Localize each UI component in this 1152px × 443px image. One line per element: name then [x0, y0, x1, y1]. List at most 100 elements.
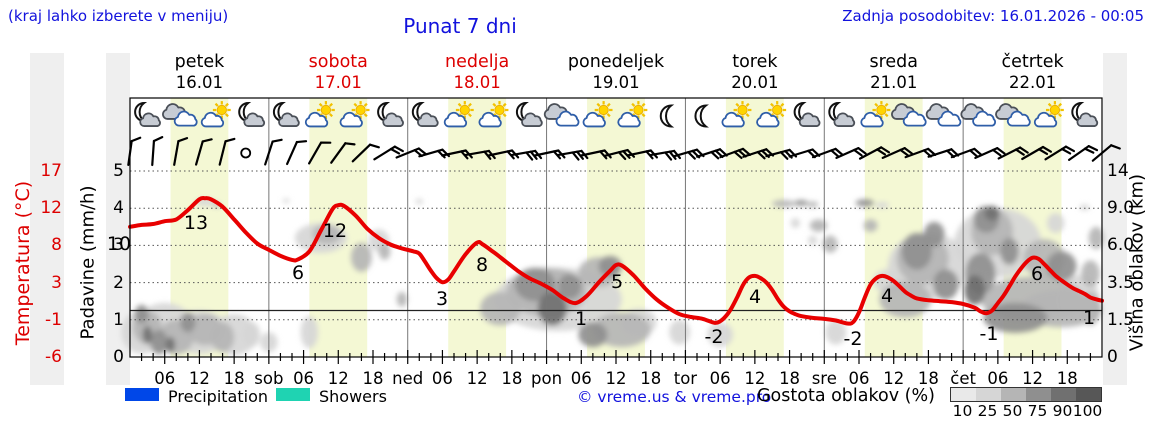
temperature-curve [128, 196, 1104, 326]
day-header: četrtek 22.01 [963, 52, 1102, 96]
axis-strip-left-temperature [30, 53, 64, 385]
svg-text:-2: -2 [705, 326, 724, 348]
precip-tick-label: 1 [113, 309, 124, 330]
day-date: 17.01 [314, 72, 362, 92]
hour-label: 12 [188, 369, 210, 388]
day-name: petek [174, 52, 225, 72]
hour-label: 12 [327, 369, 349, 388]
svg-text:4: 4 [881, 285, 893, 307]
hour-label: 06 [293, 369, 315, 388]
hour-label: 06 [709, 369, 731, 388]
sun-cloud-icon [721, 101, 752, 128]
cloud-density-swatch [951, 388, 976, 401]
hour-label: 06 [431, 369, 453, 388]
hour-label: 18 [640, 369, 662, 388]
day-date: 19.01 [592, 72, 640, 92]
location-hint: (kraj lahko izberete v meniju) [8, 7, 229, 25]
showers-legend-label: Showers [319, 387, 387, 406]
cloud-height-tick-label: 0 [1107, 347, 1118, 367]
svg-text:6: 6 [1031, 263, 1043, 285]
cloud-density-swatch [1076, 388, 1101, 401]
page-title: Punat 7 dni [403, 14, 517, 38]
sun-cloud-icon [582, 101, 613, 128]
moon-cloud-icon [134, 101, 161, 127]
precip-tick-label: 4 [113, 198, 124, 219]
cloud-density-tick-label: 75 [1027, 402, 1048, 420]
wind-barbs [127, 135, 1121, 167]
hour-label: 12 [466, 369, 488, 388]
cloud-icon [925, 103, 962, 127]
day-headers: petek 16.01 sobota 17.01 nedelja 18.01 ponedel… [130, 52, 1102, 96]
cloud-height-tick-label: 6.0 [1107, 235, 1135, 256]
hour-label: 06 [570, 369, 592, 388]
cloud-density-tick-label: 25 [977, 402, 998, 420]
cloud-icon [960, 103, 996, 127]
day-abbrev-label: sob [254, 369, 284, 388]
day-header: ponedeljek 19.01 [547, 52, 686, 96]
hour-label: 06 [848, 369, 870, 388]
hour-label: 12 [744, 369, 766, 388]
day-header: sreda 21.01 [824, 52, 963, 96]
cloud-density-tick-label: 90 [1052, 402, 1073, 420]
day-header: sobota 17.01 [269, 52, 408, 96]
cloud-density-tick-label: 50 [1002, 402, 1023, 420]
temperature-tick-label: 3 [51, 272, 62, 293]
hour-label: 06 [154, 369, 176, 388]
moon-cloud-icon [238, 101, 266, 127]
svg-text:10: 10 [107, 233, 131, 255]
svg-text:6: 6 [292, 262, 304, 284]
svg-text:5: 5 [611, 271, 623, 293]
cloud-icon [995, 103, 1031, 127]
sun-cloud-icon [200, 101, 231, 128]
cloud-height-tick-label: 3.5 [1107, 272, 1135, 293]
day-abbrev-label: tor [673, 369, 698, 388]
moon-cloud-icon [1071, 101, 1099, 127]
day-name: sobota [308, 52, 368, 72]
precip-tick-label: 0 [113, 347, 124, 367]
temperature-tick-label: 8 [51, 235, 62, 256]
hour-label: 06 [987, 369, 1009, 388]
moon-icon [659, 104, 675, 128]
day-date: 20.01 [731, 72, 779, 92]
cloud-height-tick-label: 9.0 [1107, 198, 1135, 219]
cloud-density-swatch [1026, 388, 1051, 401]
moon-cloud-icon [828, 101, 856, 127]
showers-legend-swatch [276, 388, 310, 401]
moon-cloud-icon [515, 101, 543, 127]
hour-label: 18 [223, 369, 245, 388]
hour-label: 18 [1056, 369, 1078, 388]
copyright-link[interactable]: © vreme.us & vreme.pro [577, 388, 772, 406]
sun-cloud-icon [756, 101, 787, 128]
hour-label: 12 [1022, 369, 1044, 388]
svg-text:3: 3 [436, 288, 448, 310]
sun-cloud-icon [304, 101, 335, 128]
precip-tick-label: 3 [113, 235, 124, 256]
day-abbrev-label: ned [392, 369, 424, 388]
moon-cloud-icon [793, 101, 821, 127]
svg-text:1: 1 [1083, 307, 1095, 329]
day-header: torek 20.01 [685, 52, 824, 96]
cloud-density-tick-label: 10 [952, 402, 973, 420]
temperature-tick-label: -6 [45, 347, 62, 367]
cloud-icon [162, 103, 198, 127]
temperature-tick-label: 12 [40, 198, 62, 219]
moon-cloud-icon [377, 101, 404, 127]
precip-tick-label: 5 [113, 161, 124, 181]
cloud-shading [121, 198, 1104, 356]
svg-text:8: 8 [476, 254, 488, 276]
precipitation-legend-swatch [125, 388, 159, 401]
sun-cloud-icon [339, 101, 370, 128]
svg-text:4: 4 [749, 286, 761, 308]
hour-label: 18 [362, 369, 384, 388]
cloud-density-legend-label: Gostota oblakov (%) [757, 386, 935, 406]
hour-label: 18 [917, 369, 939, 388]
day-header: petek 16.01 [130, 52, 269, 96]
axis-strip-right-height [1103, 53, 1127, 385]
sun-cloud-icon [860, 101, 891, 128]
cloud-density-swatch [976, 388, 1001, 401]
svg-text:1: 1 [575, 308, 587, 330]
cloud-density-scale [950, 387, 1102, 402]
day-date: 18.01 [453, 72, 501, 92]
cloud-density-swatch [1051, 388, 1076, 401]
